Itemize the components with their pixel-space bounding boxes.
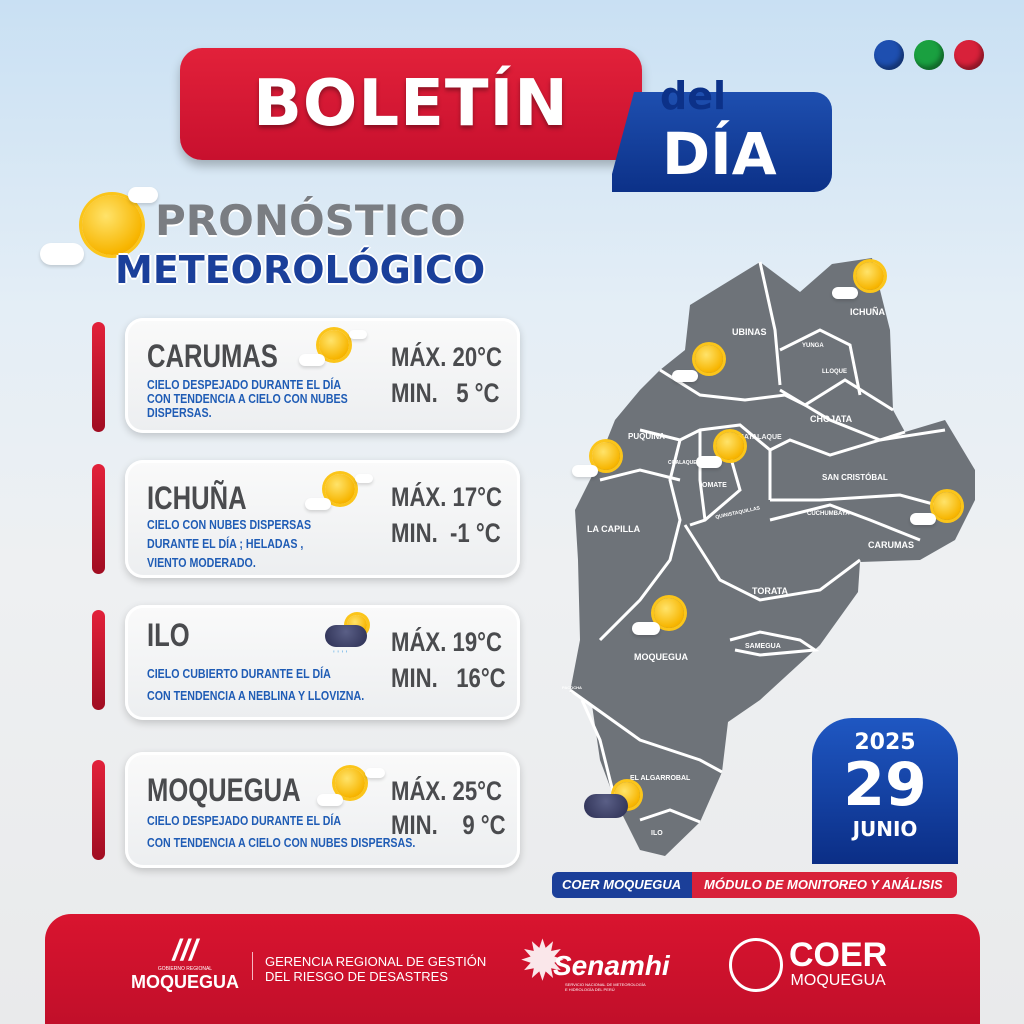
map-region — [570, 258, 975, 856]
city-name: MOQUEGUA — [147, 772, 301, 808]
sun-icon — [592, 442, 620, 470]
forecast-card-moquegua: MOQUEGUA CIELO DESPEJADO DURANTE EL DÍA … — [125, 752, 520, 868]
map-label: UBINAS — [732, 327, 767, 337]
date-year: 2025 — [854, 730, 916, 755]
cloud-icon — [696, 456, 722, 468]
section-title-1: PRONÓSTICO — [155, 196, 466, 245]
map-label: CUCHUMBAYA — [807, 511, 850, 517]
rain-cloud-icon: ' ' ' ' — [325, 613, 375, 661]
city-name: CARUMAS — [147, 338, 278, 374]
city-name: ILO — [147, 617, 190, 653]
red-dot — [954, 40, 984, 70]
max-temp: MÁX. 19°C — [391, 627, 502, 657]
map-label: MOQUEGUA — [634, 652, 688, 662]
subtitle-del: del — [660, 74, 726, 118]
min-temp: MIN. 5 °C — [391, 378, 500, 408]
divider — [252, 952, 253, 980]
footer: /// GOBIERNO REGIONAL MOQUEGUA GERENCIA … — [45, 914, 980, 1024]
cloud-icon — [832, 287, 858, 299]
module-banner: COER MOQUEGUA MÓDULO DE MONITOREO Y ANÁL… — [552, 872, 957, 898]
gobierno-logo: /// GOBIERNO REGIONAL MOQUEGUA — [131, 934, 239, 993]
map-label: ILO — [651, 830, 663, 837]
sun-icon — [716, 432, 744, 460]
forecast-desc: CIELO CON NUBES DISPERSAS — [147, 517, 312, 532]
cloud-icon — [632, 622, 660, 635]
forecast-card-ichuna: ICHUÑA CIELO CON NUBES DISPERSAS DURANTE… — [125, 460, 520, 578]
forecast-desc: VIENTO MODERADO. — [147, 555, 256, 570]
forecast-desc: DISPERSAS. — [147, 405, 212, 420]
max-temp: MÁX. 17°C — [391, 482, 502, 512]
title: BOLETÍN — [253, 67, 569, 141]
map-label: CARUMAS — [868, 540, 914, 550]
date-month: JUNIO — [852, 817, 918, 841]
forecast-desc: CIELO CUBIERTO DURANTE EL DÍA — [147, 666, 331, 681]
card-accent — [92, 464, 105, 574]
cloud-icon — [572, 465, 598, 477]
cloud-icon — [672, 370, 698, 382]
forecast-desc: CON TENDENCIA A CIELO CON NUBES DISPERSA… — [147, 835, 416, 850]
map-label: COALAQUE — [668, 460, 697, 466]
map-label: TORATA — [752, 586, 788, 596]
sun-cloud-icon — [297, 324, 367, 374]
sun-icon — [654, 598, 684, 628]
min-temp: MIN. -1 °C — [391, 518, 501, 548]
senamhi-logo: ✹ Senamhi SERVICIO NACIONAL DE METEOROLO… — [519, 929, 670, 992]
map-label: PUQUINA — [628, 432, 665, 441]
forecast-desc: CIELO DESPEJADO DURANTE EL DÍA — [147, 813, 342, 828]
map-label: ICHUÑA — [850, 307, 885, 317]
map-label: SAMEGUA — [745, 643, 781, 650]
sun-cloud-icon — [315, 760, 385, 810]
sun-icon — [933, 492, 961, 520]
date-badge: 2025 29 JUNIO — [812, 718, 958, 864]
map-label: LA CAPILLA — [587, 524, 641, 534]
green-dot — [914, 40, 944, 70]
district-borders — [569, 261, 956, 824]
sun-icon — [856, 262, 884, 290]
rain-cloud-icon — [584, 794, 628, 818]
date-day: 29 — [843, 750, 927, 820]
sun-cloud-icon — [303, 468, 373, 518]
map-label: EL ALGARROBAL — [630, 775, 691, 782]
coer-seal — [729, 938, 783, 992]
title-banner: BOLETÍN — [180, 48, 642, 160]
min-temp: MIN. 9 °C — [391, 810, 506, 840]
blue-dot — [874, 40, 904, 70]
map-label: PACOCHA — [562, 685, 582, 690]
forecast-desc: DURANTE EL DÍA ; HELADAS , — [147, 536, 304, 551]
max-temp: MÁX. 20°C — [391, 342, 502, 372]
min-temp: MIN. 16°C — [391, 663, 506, 693]
forecast-card-carumas: CARUMAS CIELO DESPEJADO DURANTE EL DÍA C… — [125, 318, 520, 433]
map-label: LLOQUE — [822, 369, 847, 375]
max-temp: MÁX. 25°C — [391, 776, 502, 806]
subtitle-dia: DÍA — [662, 120, 777, 188]
sun-cloud-icon — [40, 185, 160, 275]
card-accent — [92, 610, 105, 710]
map-label: OMATE — [702, 482, 727, 489]
city-name: ICHUÑA — [147, 480, 247, 516]
coer-logo: COER MOQUEGUA — [789, 936, 888, 989]
card-accent — [92, 322, 105, 432]
forecast-desc: CON TENDENCIA A NEBLINA Y LLOVIZNA. — [147, 688, 365, 703]
sun-icon — [695, 345, 723, 373]
cloud-icon — [910, 513, 936, 525]
banner-right: MÓDULO DE MONITOREO Y ANÁLISIS — [692, 872, 957, 898]
map-label: CHOJATA — [810, 414, 853, 424]
subtitle-banner: DÍA — [612, 92, 832, 192]
gerencia-text: GERENCIA REGIONAL DE GESTIÓN DEL RIESGO D… — [265, 954, 487, 984]
map-label: YUNGA — [802, 343, 824, 349]
section-title-2: METEOROLÓGICO — [115, 248, 486, 292]
forecast-desc: CON TENDENCIA A CIELO CON NUBES — [147, 391, 348, 406]
banner-left: COER MOQUEGUA — [552, 872, 692, 898]
card-accent — [92, 760, 105, 860]
forecast-card-ilo: ILO CIELO CUBIERTO DURANTE EL DÍA CON TE… — [125, 605, 520, 720]
map-label: MATALAQUE — [738, 434, 782, 441]
map-label: SAN CRISTÓBAL — [822, 473, 888, 482]
forecast-desc: CIELO DESPEJADO DURANTE EL DÍA — [147, 377, 342, 392]
